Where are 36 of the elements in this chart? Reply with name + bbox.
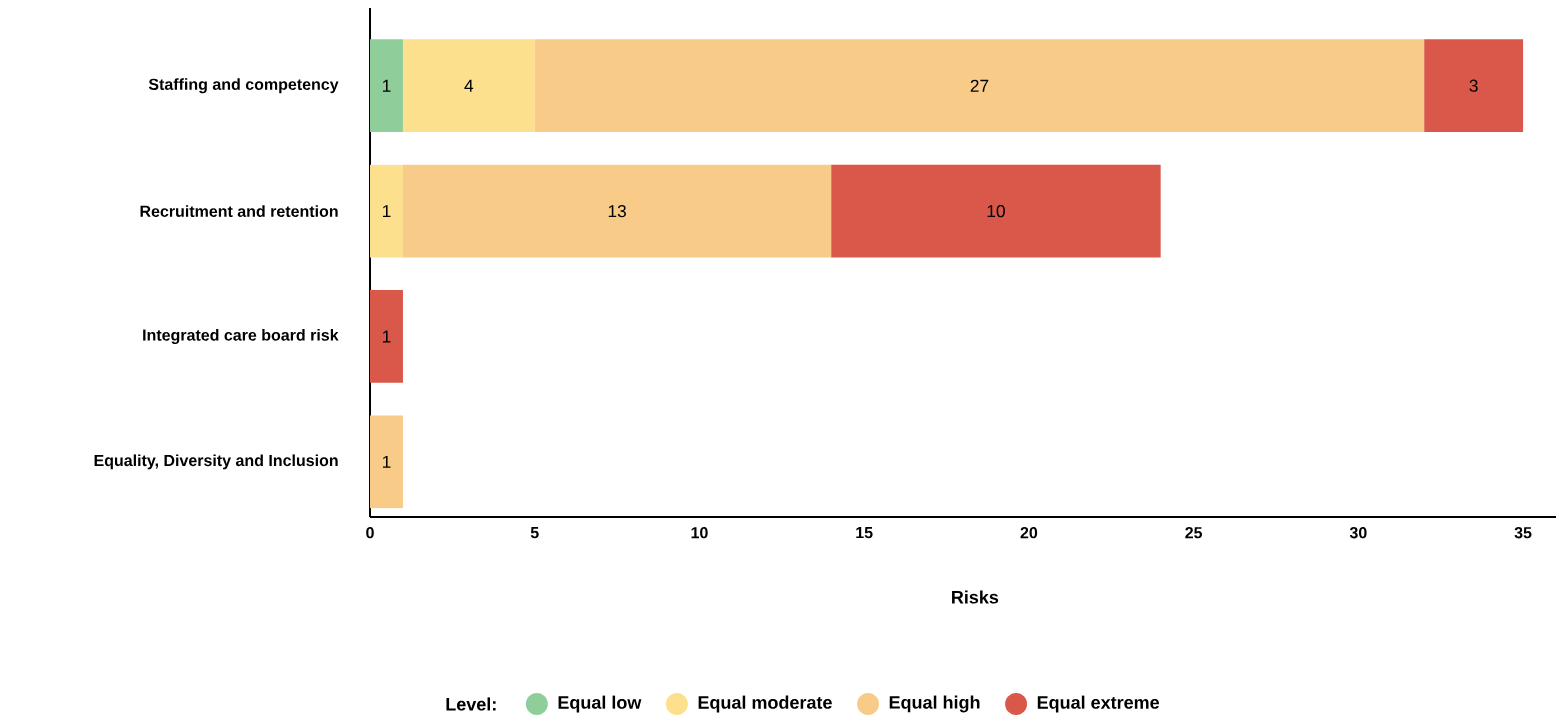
bar [831, 164, 1161, 258]
x-tick-label: 15 [856, 527, 873, 539]
bar [1424, 39, 1524, 133]
bar [370, 39, 403, 133]
bar [402, 39, 535, 133]
data-label: 10 [987, 204, 1005, 218]
legend-label: Equal low [558, 695, 642, 713]
legend-label: Equal moderate [698, 695, 832, 713]
y-tick-label: Equality, Diversity and Inclusion [94, 454, 338, 470]
x-tick-label: 0 [366, 527, 374, 539]
x-tick-label: 20 [1020, 527, 1038, 539]
y-tick-label: Staffing and competency [148, 78, 339, 94]
data-label: 1 [382, 330, 391, 343]
legend-label: Equal high [889, 695, 980, 713]
legend-title: Level: [446, 697, 496, 711]
x-tick-label: 30 [1349, 527, 1367, 539]
data-label: 13 [608, 204, 626, 218]
y-tick-label: Recruitment and retention [140, 205, 338, 217]
bar [402, 164, 832, 258]
x-axis-title: Risks [952, 590, 999, 604]
data-label: 1 [382, 455, 391, 468]
bar [370, 415, 403, 509]
x-tick-label: 10 [691, 527, 708, 539]
x-tick-label: 5 [530, 527, 539, 539]
data-label: 1 [382, 79, 391, 92]
y-tick-label: Integrated care board risk [143, 328, 339, 344]
bar [370, 164, 403, 258]
legend-label: Equal extreme [1037, 695, 1160, 713]
bar [534, 39, 1425, 133]
data-label: 4 [464, 79, 474, 92]
bar [370, 290, 403, 383]
data-label: 27 [970, 79, 989, 92]
data-label: 1 [382, 205, 391, 218]
data-label: 3 [1469, 79, 1478, 92]
x-tick-label: 25 [1185, 527, 1203, 539]
x-tick-label: 35 [1514, 527, 1532, 539]
